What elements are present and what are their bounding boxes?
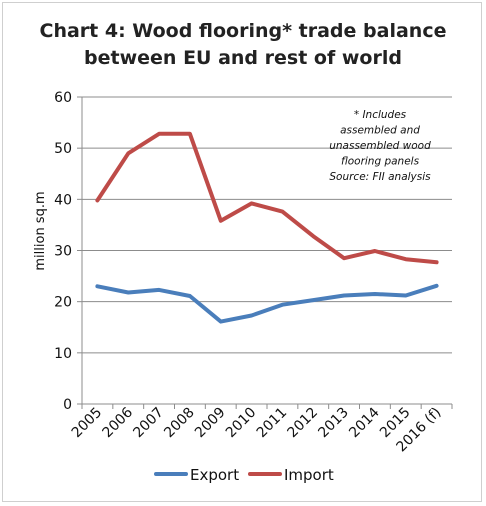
x-tick-label: 2012 <box>285 405 322 442</box>
annotation-line: flooring panels <box>341 156 420 168</box>
grid-lines <box>82 96 452 354</box>
annotation-line: Source: FII analysis <box>329 171 431 183</box>
x-tick-label: 2014 <box>346 404 383 441</box>
x-tick-label: 2013 <box>315 405 352 442</box>
legend-label-export: Export <box>190 466 239 484</box>
x-axis-ticks: 2005200620072008200920102011201220132014… <box>69 404 453 455</box>
chart-title-line-2: between EU and rest of world <box>84 47 402 69</box>
y-axis-label: million sq.m <box>33 191 48 270</box>
annotation-line: * Includes <box>354 109 407 121</box>
y-tick-label: 20 <box>54 295 72 311</box>
chart-title: Chart 4: Wood flooring* trade balance be… <box>0 18 486 72</box>
y-tick-label: 10 <box>54 346 72 362</box>
series-lines <box>95 131 439 324</box>
x-tick-label: 2009 <box>192 405 229 442</box>
x-tick-label: 2007 <box>130 405 167 442</box>
x-tick-label: 2011 <box>254 405 291 442</box>
series-line-import <box>95 131 439 265</box>
annotation-line: assembled and <box>340 125 420 137</box>
y-tick-label: 50 <box>54 141 72 157</box>
legend-label-import: Import <box>284 466 334 484</box>
x-tick-label: 2010 <box>223 405 260 442</box>
x-tick-label: 2006 <box>100 404 137 441</box>
x-tick-label: 2005 <box>69 405 106 442</box>
x-tick-label: 2008 <box>161 405 198 442</box>
legend: Export Import <box>154 466 334 484</box>
series-line-export <box>95 283 439 324</box>
y-tick-label: 40 <box>54 192 72 208</box>
y-tick-label: 30 <box>54 244 72 260</box>
annotation-line: unassembled wood <box>329 140 431 152</box>
chart-title-line-1: Chart 4: Wood flooring* trade balance <box>39 20 447 42</box>
y-tick-label: 60 <box>54 90 72 106</box>
y-tick-label: 0 <box>63 397 72 413</box>
y-axis-ticks: 0 10 20 30 40 50 60 <box>54 90 82 413</box>
axes <box>81 97 452 405</box>
source-annotation: * Includes assembled and unassembled wood f… <box>329 109 431 183</box>
